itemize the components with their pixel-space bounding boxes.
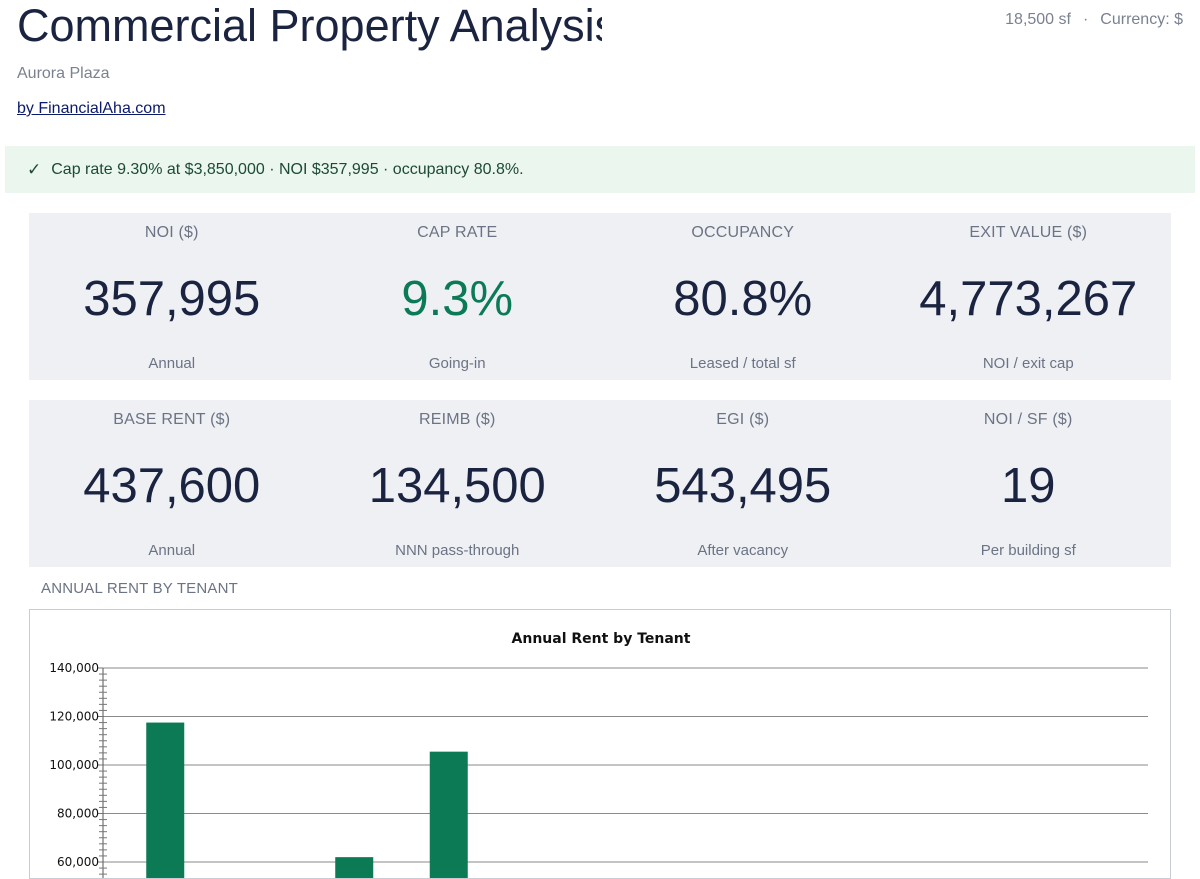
kpi-caption: NNN pass-through (395, 542, 520, 559)
kpi-value: 357,995 (83, 272, 261, 326)
kpi-caption: Leased / total sf (689, 355, 796, 372)
y-tick-label: 140,000 (49, 661, 99, 675)
kpi-caption: Per building sf (980, 542, 1076, 559)
kpi-value: 80.8% (673, 272, 813, 326)
status-banner: ✓ Cap rate 9.30% at $3,850,000 · NOI $35… (5, 146, 1195, 193)
kpi-card-noi-per-sf: NOI / SF ($) 19 Per building sf (886, 400, 1172, 567)
property-name: Aurora Plaza (17, 65, 110, 82)
y-tick-label: 120,000 (49, 710, 99, 724)
chart-bar (429, 751, 468, 878)
kpi-value: 543,495 (654, 459, 832, 513)
check-icon: ✓ (27, 159, 42, 179)
kpi-label: EXIT VALUE ($) (969, 224, 1088, 241)
chart-bar (146, 722, 185, 878)
kpi-caption: NOI / exit cap (982, 355, 1074, 372)
kpi-card-noi: NOI ($) 357,995 Annual (29, 213, 315, 380)
building-area: 18,500 sf (1005, 11, 1071, 28)
kpi-card-reimb: REIMB ($) 134,500 NNN pass-through (315, 400, 601, 567)
chart-title: Annual Rent by Tenant (512, 631, 691, 647)
kpi-row-2: BASE RENT ($) 437,600 Annual REIMB ($) 1… (29, 400, 1171, 567)
kpi-caption: Annual (148, 355, 196, 372)
page-title: Commercial Property Analysis (17, 0, 602, 51)
kpi-caption: After vacancy (697, 542, 789, 559)
currency-label: Currency: $ (1100, 11, 1183, 28)
kpi-card-exit-value: EXIT VALUE ($) 4,773,267 NOI / exit cap (886, 213, 1172, 380)
kpi-label: EGI ($) (716, 411, 770, 428)
kpi-label: NOI ($) (144, 224, 199, 241)
kpi-label: OCCUPANCY (691, 224, 795, 241)
kpi-card-cap-rate: CAP RATE 9.3% Going-in (315, 213, 601, 380)
chart-bars (146, 722, 468, 878)
kpi-label: NOI / SF ($) (983, 411, 1073, 428)
kpi-value: 9.3% (401, 272, 514, 326)
kpi-value: 4,773,267 (919, 272, 1138, 326)
kpi-card-egi: EGI ($) 543,495 After vacancy (600, 400, 886, 567)
kpi-caption: Annual (148, 542, 196, 559)
header-meta: 18,500 sf · Currency: $ (1005, 11, 1183, 29)
kpi-card-base-rent: BASE RENT ($) 437,600 Annual (29, 400, 315, 567)
y-tick-label: 100,000 (49, 758, 99, 772)
kpi-value: 437,600 (83, 459, 261, 513)
kpi-label: BASE RENT ($) (113, 411, 231, 428)
y-tick-label: 60,000 (57, 855, 99, 869)
kpi-caption: Going-in (428, 355, 486, 372)
chart-bar (335, 857, 374, 878)
annual-rent-chart: Annual Rent by Tenant 140,000 120,000 100,… (29, 609, 1171, 879)
kpi-value: 19 (1000, 459, 1056, 513)
kpi-row-1: NOI ($) 357,995 Annual CAP RATE 9.3% Goi… (29, 213, 1171, 380)
title-container: Commercial Property Analysis (17, 0, 602, 54)
chart-canvas: Annual Rent by Tenant 140,000 120,000 100,… (49, 631, 1148, 878)
kpi-label: REIMB ($) (419, 411, 496, 428)
chart-y-axis: 140,000 120,000 100,000 80,000 60,000 (49, 661, 107, 878)
meta-separator: · (1082, 11, 1089, 28)
kpi-label: CAP RATE (417, 224, 498, 241)
chart-section-label: ANNUAL RENT BY TENANT (41, 580, 239, 597)
status-message: Cap rate 9.30% at $3,850,000 · NOI $357,… (51, 160, 524, 178)
kpi-card-occupancy: OCCUPANCY 80.8% Leased / total sf (600, 213, 886, 380)
y-tick-label: 80,000 (57, 807, 99, 821)
chart-gridlines (103, 667, 1148, 863)
kpi-value: 134,500 (368, 459, 546, 513)
byline-link[interactable]: by FinancialAha.com (17, 100, 166, 117)
